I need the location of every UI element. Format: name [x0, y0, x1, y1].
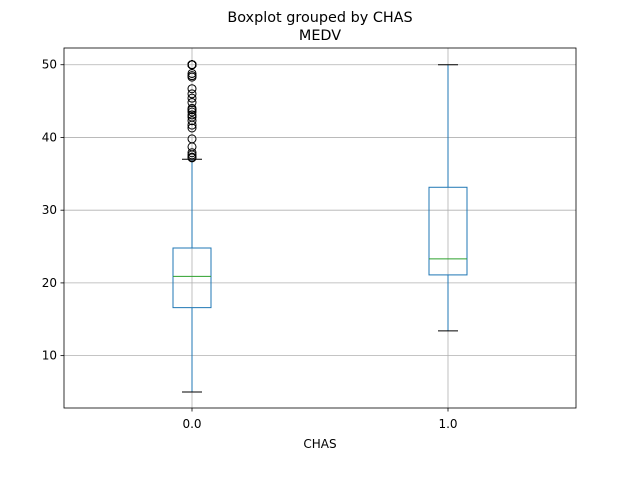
y-tick-label: 20 — [42, 276, 57, 290]
outlier-point — [187, 98, 197, 108]
outlier-point — [187, 60, 197, 70]
x-tick-label: 0.0 — [182, 417, 201, 431]
iqr-box — [172, 247, 212, 309]
outlier-point — [187, 68, 197, 78]
outlier-point — [187, 112, 197, 122]
outlier-point — [187, 152, 197, 162]
outlier-point — [187, 93, 197, 103]
outlier-point — [187, 110, 197, 120]
box-series — [172, 60, 468, 393]
box-group — [428, 64, 468, 332]
outlier-point — [187, 107, 197, 117]
y-tick-label: 40 — [42, 130, 57, 144]
chart-subtitle: MEDV — [299, 28, 341, 44]
chart-title: Boxplot grouped by CHAS — [227, 10, 412, 26]
iqr-box — [428, 186, 468, 276]
outlier-point — [187, 123, 197, 133]
x-tick-label: 1.0 — [438, 417, 457, 431]
y-tick-label: 30 — [42, 203, 57, 217]
plot-area-frame — [63, 47, 577, 409]
grid-lines — [64, 48, 576, 408]
y-tick-label: 50 — [42, 58, 57, 72]
outlier-point — [187, 116, 197, 126]
axis-ticks: 10 20 30 40 50 0.0 1.0 — [42, 58, 458, 431]
outlier-point — [187, 134, 197, 144]
outlier-point — [187, 89, 197, 99]
box-group — [172, 60, 212, 393]
outlier-point — [187, 84, 197, 94]
x-axis-label: CHAS — [303, 437, 336, 451]
outlier-point — [187, 71, 197, 81]
y-tick-label: 10 — [42, 349, 57, 363]
outlier-point — [187, 148, 197, 158]
outlier-point — [187, 103, 197, 113]
